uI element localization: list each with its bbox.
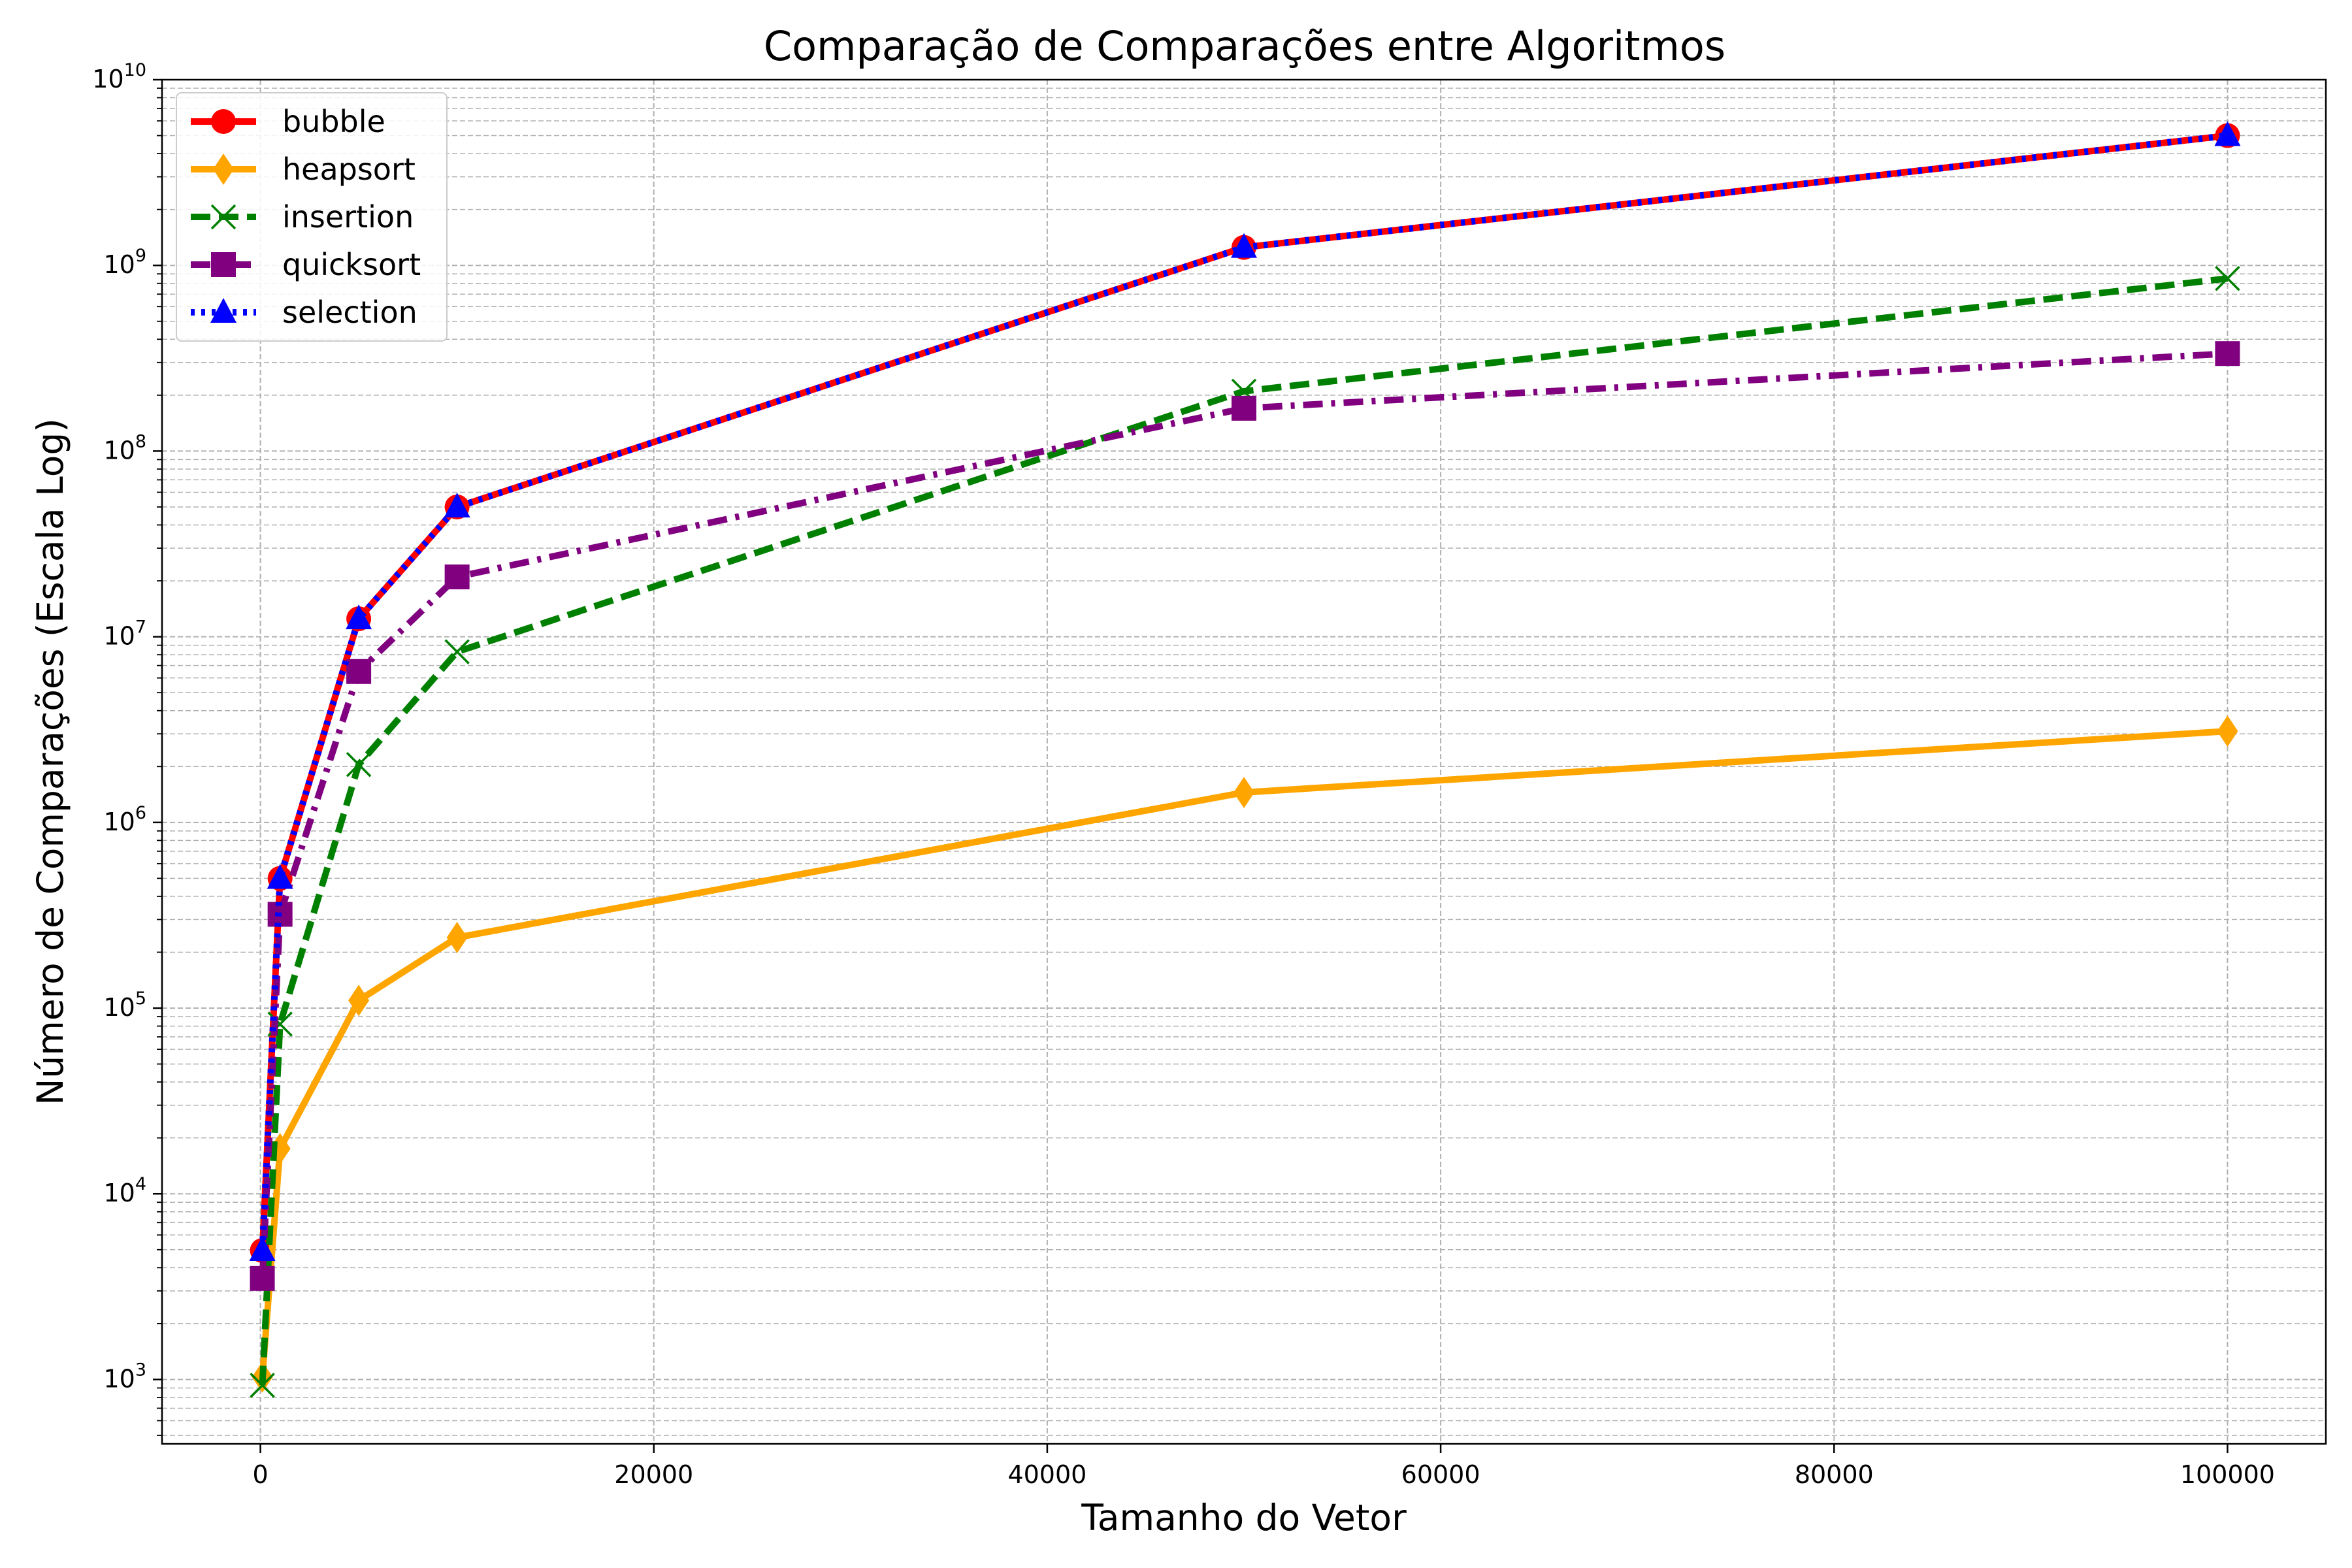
legend-marker: [211, 252, 236, 277]
chart-title: Comparação de Comparações entre Algoritm…: [764, 22, 1725, 70]
series-line-heapsort: [259, 728, 2228, 1378]
y-tick-label: 103: [103, 1360, 146, 1393]
legend-label: bubble: [282, 104, 385, 139]
y-tick-label: 109: [103, 246, 146, 279]
legend-marker: [210, 204, 237, 230]
legend-entry-bubble: bubble: [191, 104, 385, 139]
x-tick-label: 100000: [2180, 1460, 2275, 1489]
data-point: [1231, 233, 1257, 258]
legend: bubble heapsort insertion quicksort selectio…: [176, 92, 448, 342]
x-tick-label: 0: [252, 1460, 268, 1489]
series-group: [249, 121, 2241, 1398]
x-tick-label: 80000: [1795, 1460, 1874, 1489]
data-point: [267, 864, 293, 889]
legend-marker: [210, 298, 237, 323]
legend-label: selection: [282, 295, 417, 330]
legend-entry-quicksort: quicksort: [191, 247, 421, 282]
series-insertion: [250, 266, 2240, 1398]
grid: [162, 79, 2326, 1444]
legend-marker: [213, 154, 234, 185]
axis-ticks: 0 20000 40000 60000 80000 100000 103 104 105 106 1…: [92, 60, 2275, 1489]
y-tick-label: 1010: [92, 60, 146, 93]
x-tick-label: 60000: [1401, 1460, 1480, 1489]
series-selection: [249, 121, 2241, 1262]
x-axis-label: Tamanho do Vetor: [1081, 1497, 1407, 1539]
series-heapsort: [252, 715, 2238, 1393]
series-line-insertion: [259, 275, 2229, 1386]
data-point: [444, 564, 470, 590]
data-point: [249, 1236, 276, 1262]
legend-marker: [211, 109, 236, 134]
data-point: [2217, 715, 2238, 747]
y-tick-label: 107: [103, 617, 146, 651]
legend-entry-selection: selection: [191, 295, 417, 330]
legend-label: quicksort: [282, 247, 421, 282]
series-quicksort: [250, 341, 2240, 1291]
y-tick-label: 106: [103, 803, 146, 836]
data-point: [2215, 341, 2240, 367]
data-point: [250, 1266, 275, 1291]
data-point: [346, 604, 372, 630]
data-point: [446, 921, 468, 953]
x-tick-label: 40000: [1007, 1460, 1086, 1489]
data-point: [2215, 266, 2240, 291]
x-tick-label: 20000: [614, 1460, 693, 1489]
data-point: [250, 1373, 275, 1398]
data-point: [1232, 395, 1256, 421]
legend-box: [176, 92, 448, 342]
legend-label: heapsort: [282, 152, 416, 187]
y-tick-label: 108: [103, 431, 146, 465]
data-point: [346, 659, 372, 684]
y-axis-label: Número de Comparações (Escala Log): [29, 418, 71, 1105]
data-point: [444, 639, 470, 664]
data-point: [2214, 121, 2241, 146]
plot-frame: [161, 78, 2327, 1445]
data-point: [346, 751, 372, 777]
legend-entry-insertion: insertion: [191, 199, 414, 235]
data-point: [444, 492, 470, 517]
legend-entry-heapsort: heapsort: [191, 152, 416, 187]
y-tick-label: 105: [103, 988, 146, 1022]
legend-label: insertion: [282, 199, 414, 235]
y-tick-label: 104: [103, 1174, 146, 1207]
data-point: [348, 985, 370, 1017]
data-point: [1233, 776, 1254, 808]
